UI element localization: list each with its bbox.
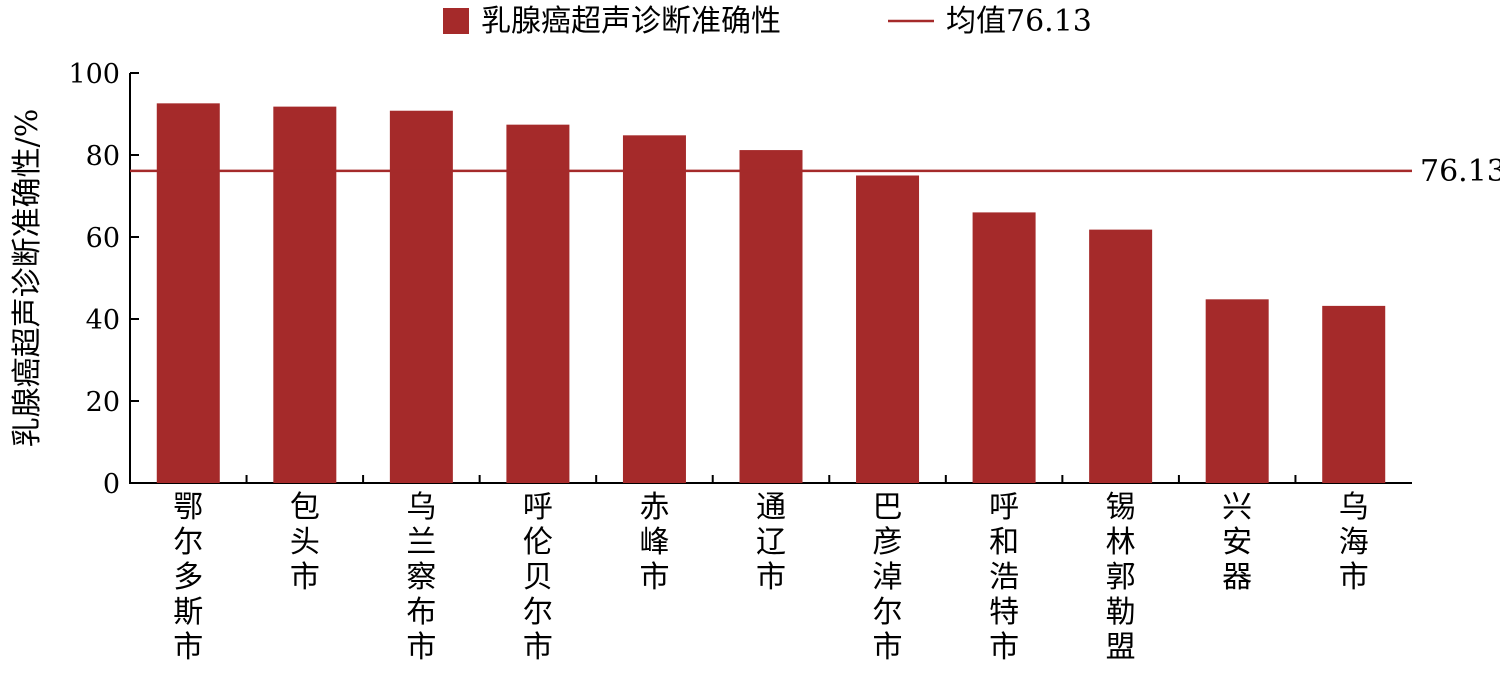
bar [972,212,1036,483]
category-label: 乌兰察布市 [406,490,436,665]
category-label: 乌海市 [1339,490,1369,595]
legend-mean-label: 均值76.13 [946,4,1092,39]
category-label: 锡林郭勒盟 [1106,490,1136,665]
category-label: 包头市 [290,490,320,595]
legend-bar-label: 乳腺癌超声诊断准确性 [481,4,781,39]
category-label: 呼伦贝尔市 [523,490,553,665]
mean-reference-label: 76.13 [1420,154,1500,189]
y-axis-title: 乳腺癌超声诊断准确性/% [10,109,45,448]
category-label: 兴安器 [1222,490,1252,595]
y-tick-label: 20 [86,387,120,418]
y-tick-label: 100 [68,59,120,90]
y-tick-label: 40 [86,305,120,336]
category-label: 通辽市 [756,490,786,595]
y-tick-label: 0 [103,469,120,500]
bar [1205,299,1269,483]
category-labels: 鄂尔多斯市 包头市 乌兰察布市 呼伦贝尔市 赤峰市 通辽市 巴彦淖尔市 呼和浩特市 锡林郭勒盟 兴… [173,490,1368,665]
bar [156,103,220,483]
bar [1322,305,1386,483]
bar [1089,229,1153,483]
bar [389,110,453,483]
bar [273,106,337,484]
x-ticks [245,475,1297,483]
bar [856,175,920,483]
category-label: 赤峰市 [639,490,669,595]
category-label: 鄂尔多斯市 [173,490,203,665]
bar [622,135,686,483]
y-ticks: 0 20 40 60 80 100 [68,59,139,500]
category-label: 呼和浩特市 [989,490,1019,665]
legend: 乳腺癌超声诊断准确性 均值76.13 [443,4,1092,39]
y-tick-label: 80 [86,141,120,172]
bars [156,103,1386,484]
legend-bar-swatch [443,8,469,34]
category-label: 巴彦淖尔市 [873,490,903,665]
bar [739,150,803,483]
bar [506,124,570,483]
y-tick-label: 60 [86,223,120,254]
